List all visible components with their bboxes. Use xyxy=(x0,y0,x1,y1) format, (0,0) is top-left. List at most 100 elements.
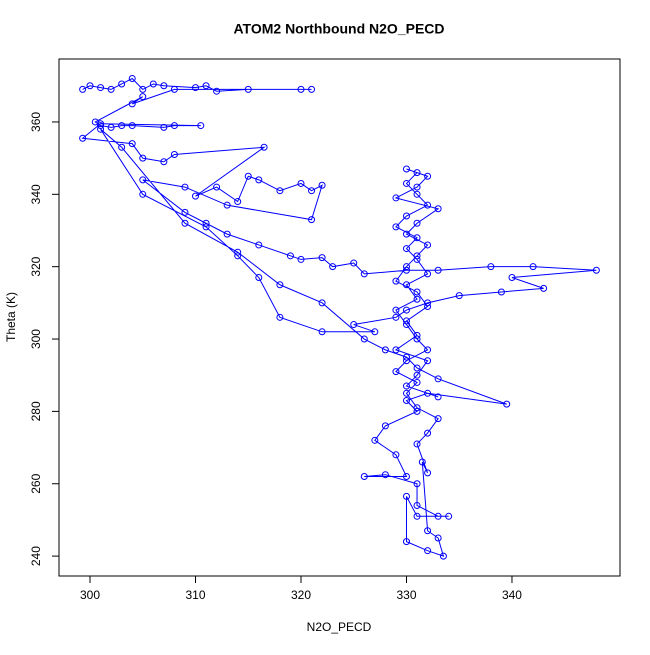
point xyxy=(170,151,178,159)
point xyxy=(402,266,410,274)
point xyxy=(402,245,410,253)
point xyxy=(202,223,210,231)
point xyxy=(360,473,368,481)
point xyxy=(202,219,210,227)
point xyxy=(318,328,326,336)
point xyxy=(128,100,136,108)
point xyxy=(371,436,379,444)
point xyxy=(413,234,421,242)
point xyxy=(402,473,410,481)
point xyxy=(402,382,410,390)
point xyxy=(128,75,136,83)
point xyxy=(424,241,432,249)
point xyxy=(297,255,305,263)
point xyxy=(181,183,189,191)
x-tick-label: 310 xyxy=(185,588,205,602)
point xyxy=(329,263,337,271)
point xyxy=(202,82,210,90)
point xyxy=(402,165,410,173)
point xyxy=(402,389,410,397)
point xyxy=(424,527,432,535)
point xyxy=(402,281,410,289)
point xyxy=(318,181,326,189)
point xyxy=(318,299,326,307)
point xyxy=(413,288,421,296)
point xyxy=(402,492,410,500)
x-tick-label: 300 xyxy=(80,588,100,602)
point xyxy=(276,313,284,321)
point xyxy=(223,201,231,209)
point xyxy=(107,85,115,93)
point xyxy=(413,407,421,415)
point xyxy=(192,192,200,200)
point xyxy=(413,378,421,386)
point xyxy=(308,187,316,195)
series-line xyxy=(81,77,597,557)
point xyxy=(286,252,294,260)
point xyxy=(445,512,453,520)
plot-frame xyxy=(58,58,621,577)
point xyxy=(170,122,178,130)
point xyxy=(276,187,284,195)
point xyxy=(434,512,442,520)
y-tick-label: 360 xyxy=(29,112,43,132)
point xyxy=(223,230,231,238)
y-tick-label: 300 xyxy=(29,329,43,349)
point xyxy=(434,534,442,542)
point xyxy=(213,87,221,95)
point xyxy=(402,353,410,361)
point xyxy=(118,122,126,130)
point xyxy=(413,252,421,260)
point xyxy=(424,389,432,397)
point xyxy=(86,82,94,90)
point xyxy=(181,208,189,216)
chart-title: ATOM2 Northbound N2O_PECD xyxy=(233,21,444,37)
point xyxy=(149,80,157,88)
x-tick-label: 320 xyxy=(291,588,311,602)
point xyxy=(413,219,421,227)
point xyxy=(402,230,410,238)
point xyxy=(434,266,442,274)
point xyxy=(424,172,432,180)
point xyxy=(97,122,105,130)
point xyxy=(392,277,400,285)
point xyxy=(392,451,400,459)
point xyxy=(413,480,421,488)
point xyxy=(592,266,600,274)
point xyxy=(402,357,410,365)
point xyxy=(255,241,263,249)
point xyxy=(371,328,379,336)
point xyxy=(350,321,358,329)
point xyxy=(234,198,242,206)
point xyxy=(413,331,421,339)
point xyxy=(508,274,516,282)
point xyxy=(318,254,326,262)
y-tick-label: 340 xyxy=(29,184,43,204)
y-tick-label: 260 xyxy=(29,473,43,493)
point xyxy=(413,404,421,412)
point xyxy=(413,512,421,520)
point xyxy=(139,154,147,162)
point xyxy=(424,346,432,354)
x-axis-label: N2O_PECD xyxy=(307,620,372,634)
point xyxy=(402,317,410,325)
point xyxy=(434,393,442,401)
point xyxy=(276,281,284,289)
point xyxy=(434,375,442,383)
point xyxy=(381,471,389,479)
point xyxy=(413,501,421,509)
point xyxy=(413,364,421,372)
point xyxy=(392,194,400,202)
point xyxy=(79,134,87,142)
point xyxy=(413,371,421,379)
point xyxy=(381,346,389,354)
point xyxy=(297,179,305,187)
point xyxy=(392,306,400,314)
point xyxy=(139,85,147,93)
point xyxy=(424,547,432,555)
point xyxy=(234,252,242,260)
point xyxy=(402,397,410,405)
point xyxy=(413,169,421,177)
point xyxy=(413,440,421,448)
